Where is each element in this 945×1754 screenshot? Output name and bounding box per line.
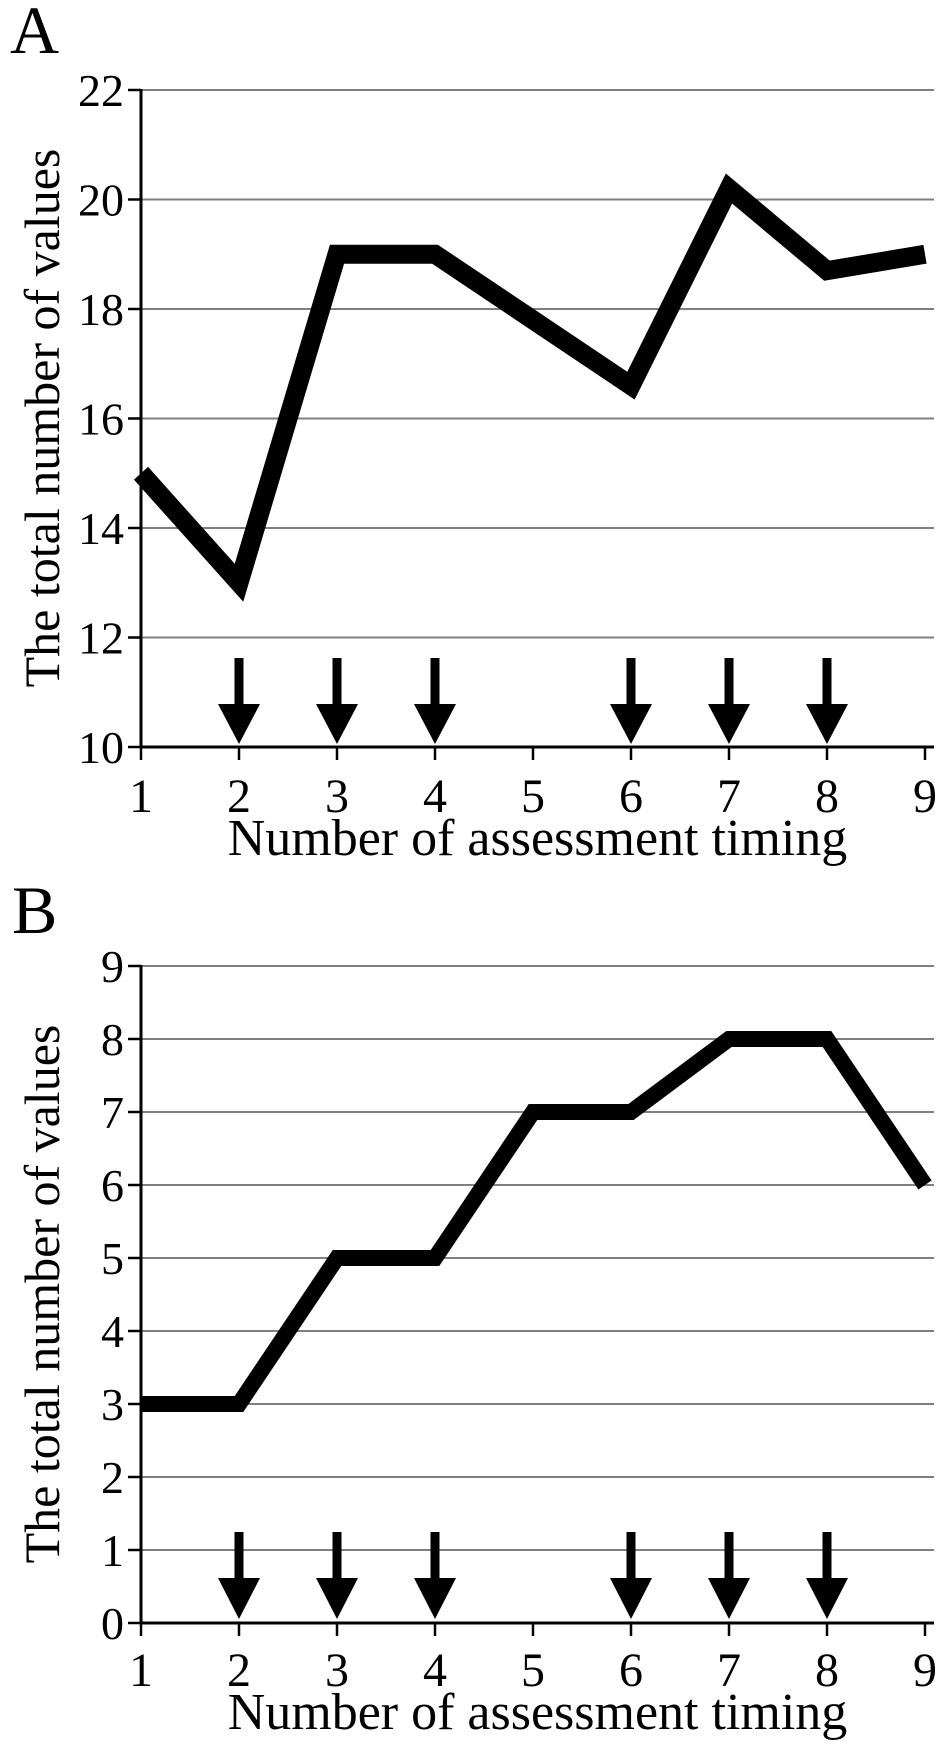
panel-a-data-line: [133, 173, 927, 602]
panel-a-x-axis-title: Number of assessment timing: [227, 810, 848, 867]
panel-b-y-axis-title: The total number of values: [14, 1024, 70, 1564]
panel-b-y-tick-label: 0: [101, 1598, 124, 1649]
panel-a-down-arrow-icon: [414, 658, 456, 744]
panel-a-y-tick-label: 12: [78, 613, 124, 664]
panel-b-down-arrow-icon: [708, 1532, 750, 1619]
panel-a-x-tick-label: 2: [227, 770, 251, 823]
panel-a-y-tick-label: 20: [78, 175, 124, 226]
panel-a-x-tick-label: 5: [521, 770, 545, 823]
panel-a-y-tick-label: 14: [78, 503, 124, 554]
panel-a-down-arrow-icon: [316, 658, 358, 744]
panel-a-y-tick-label: 16: [78, 394, 124, 445]
panel-b-x-tick-label: 7: [717, 1644, 741, 1697]
panel-b-y-tick-label: 2: [101, 1452, 124, 1503]
panel-b-y-tick-label: 9: [101, 941, 124, 992]
panel-a-y-tick-label: 18: [78, 284, 124, 335]
panel-b-y-tick-label: 7: [101, 1087, 124, 1138]
panel-b-y-tick-label: 5: [101, 1233, 124, 1284]
panel-a-down-arrow-icon: [806, 658, 848, 744]
panel-b-data-line: [141, 1031, 932, 1412]
panel-b-y-tick-label: 1: [101, 1525, 124, 1576]
panel-b-y-tick-label: 6: [101, 1160, 124, 1211]
panel-a-down-arrow-icon: [218, 658, 260, 744]
panel-b-x-tick-label: 2: [227, 1644, 251, 1697]
panel-b-label: B: [12, 872, 58, 948]
panel-a-x-tick-label: 8: [815, 770, 839, 823]
panel-b-x-tick-label: 1: [129, 1644, 153, 1697]
panel-a-x-tick-label: 7: [717, 770, 741, 823]
panel-b-down-arrow-icon: [218, 1532, 260, 1619]
panel-b-down-arrow-icon: [414, 1532, 456, 1619]
panel-b-x-tick-label: 4: [423, 1644, 447, 1697]
panel-a-y-tick-label: 22: [78, 65, 124, 116]
panel-b-x-tick-label: 3: [325, 1644, 349, 1697]
panel-b-down-arrow-icon: [806, 1532, 848, 1619]
panel-b-x-tick-label: 5: [521, 1644, 545, 1697]
panel-a-label: A: [10, 0, 60, 68]
panel-b-x-axis-title: Number of assessment timing: [227, 1684, 848, 1741]
panel-a-x-tick-label: 3: [325, 770, 349, 823]
panel-a-down-arrow-icon: [610, 658, 652, 744]
panel-b-y-tick-label: 3: [101, 1379, 124, 1430]
panel-a-x-tick-label: 9: [913, 770, 937, 823]
panel-a-y-axis-title: The total number of values: [14, 148, 70, 688]
panel-b-y-tick-label: 8: [101, 1014, 124, 1065]
panel-a-y-tick-label: 10: [78, 722, 124, 773]
panel-a-x-tick-label: 1: [129, 770, 153, 823]
panel-b-x-tick-label: 6: [619, 1644, 643, 1697]
panel-a-down-arrow-icon: [708, 658, 750, 744]
panel-b-x-tick-label: 9: [913, 1644, 937, 1697]
panel-b-y-tick-label: 4: [101, 1306, 124, 1357]
panel-b-down-arrow-icon: [610, 1532, 652, 1619]
panel-b-x-tick-label: 8: [815, 1644, 839, 1697]
panel-b-down-arrow-icon: [316, 1532, 358, 1619]
panel-a-x-tick-label: 6: [619, 770, 643, 823]
panel-a-x-tick-label: 4: [423, 770, 447, 823]
